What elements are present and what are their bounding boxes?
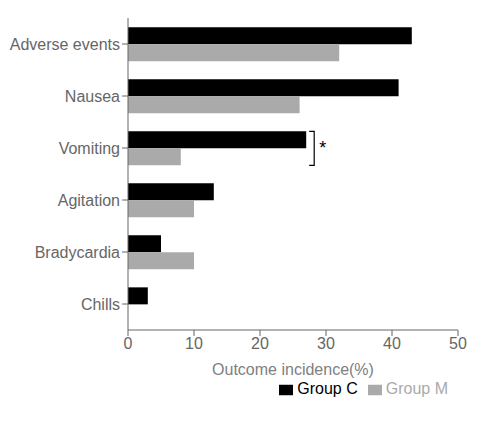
svg-text:30: 30 — [317, 335, 335, 352]
svg-text:Vomiting: Vomiting — [59, 140, 120, 157]
svg-text:Nausea: Nausea — [65, 88, 120, 105]
svg-text:Adverse events: Adverse events — [10, 36, 120, 53]
svg-text:40: 40 — [383, 335, 401, 352]
html-text:Group M: Group M — [385, 380, 448, 397]
svg-text:Agitation: Agitation — [58, 192, 120, 209]
html-text:Group C: Group C — [297, 380, 358, 397]
svg-text:Chills: Chills — [81, 296, 120, 313]
svg-text:50: 50 — [449, 335, 467, 352]
svg-text:*: * — [319, 138, 326, 158]
svg-text:10: 10 — [185, 335, 203, 352]
svg-text:Outcome incidence(%): Outcome incidence(%) — [212, 361, 374, 378]
svg-text:Bradycardia: Bradycardia — [35, 244, 120, 261]
svg-text:0: 0 — [124, 335, 133, 352]
svg-text:20: 20 — [251, 335, 269, 352]
